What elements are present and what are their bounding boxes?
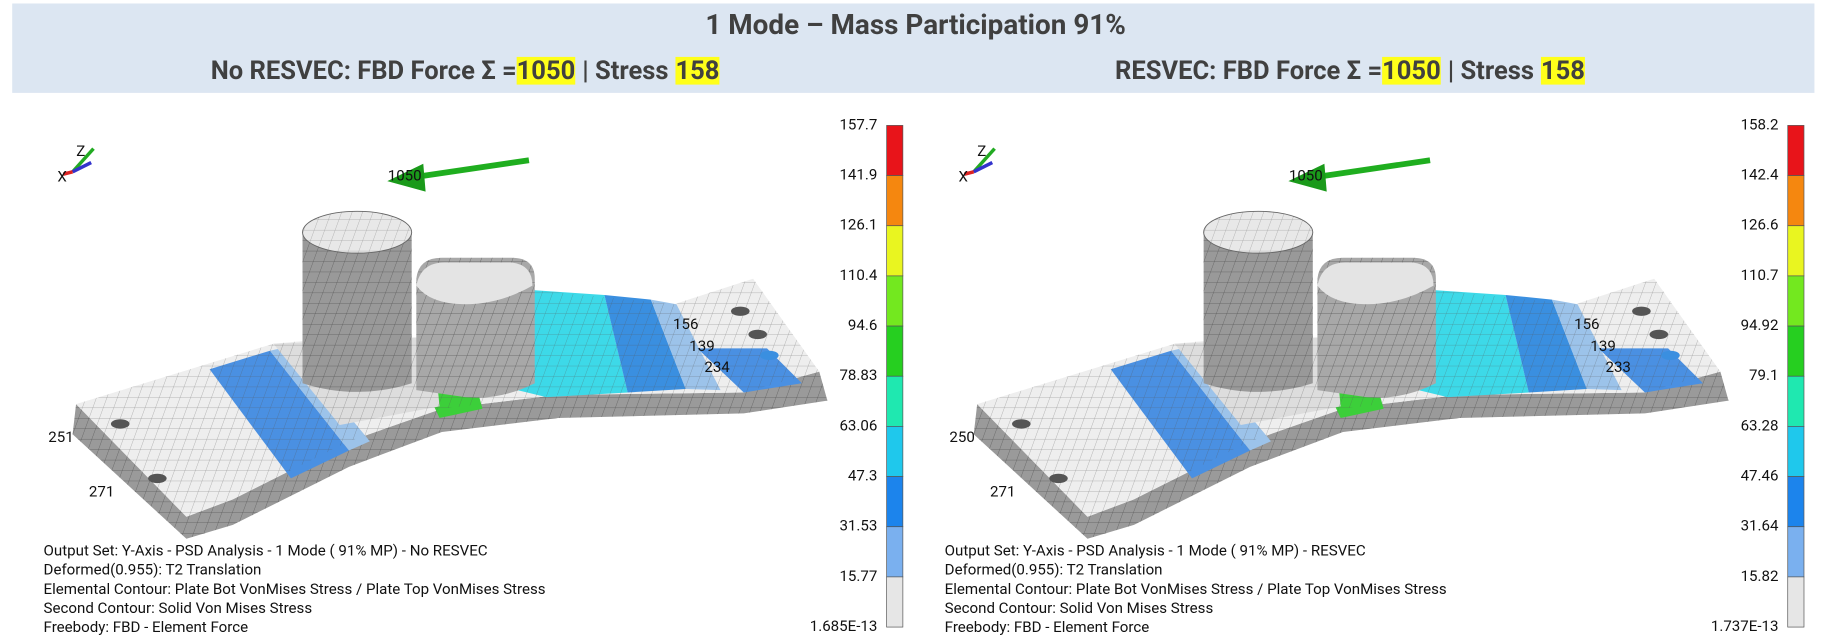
node-label: 233 [1605, 358, 1630, 376]
colorbar-segment [1788, 477, 1804, 527]
info-line: Second Contour: Solid Von Mises Stress [945, 599, 1214, 617]
node-label: 234 [704, 358, 730, 376]
colorbar-segment [887, 176, 903, 226]
colorbar-segment [887, 577, 903, 627]
colorbar-segment [887, 125, 903, 175]
legend-label: 15.82 [1741, 567, 1779, 585]
slide: 1 Mode – Mass Participation 91% No RESVE… [0, 0, 1822, 641]
legend-label: 63.06 [839, 416, 877, 434]
legend-label: 31.53 [839, 517, 877, 535]
node-label: 156 [673, 315, 698, 333]
info-line: Elemental Contour: Plate Bot VonMises St… [945, 580, 1447, 598]
legend-label: 94.92 [1741, 316, 1779, 334]
legend-label: 47.3 [848, 467, 877, 485]
node-label: 139 [689, 337, 714, 355]
legend-label: 31.64 [1741, 517, 1779, 535]
legend-label: 63.28 [1741, 416, 1779, 434]
node-label: 271 [990, 482, 1015, 500]
legend-label: 110.7 [1741, 266, 1779, 284]
legend-label: 126.1 [839, 216, 877, 234]
info-line: Freebody: FBD - Element Force [44, 618, 249, 636]
colorbar-segment [1788, 426, 1804, 476]
subtitle-separator: | Stress [1448, 56, 1534, 86]
node-label: 156 [1574, 315, 1599, 333]
colorbar-segment [1788, 577, 1804, 627]
subtitle-force: 1050 [517, 56, 576, 86]
colorbar-segment [1788, 226, 1804, 276]
colorbar-segment [887, 477, 903, 527]
triad-z: Z [977, 142, 986, 160]
legend-label: 126.6 [1741, 216, 1779, 234]
colorbar-segment [1788, 527, 1804, 577]
triad-x: X [959, 168, 969, 186]
subtitle-stress: 158 [675, 56, 719, 86]
legend-label: 47.46 [1741, 467, 1779, 485]
subtitle-stress: 158 [1541, 56, 1585, 86]
legend-label: 110.4 [839, 266, 877, 284]
info-line: Deformed(0.955): T2 Translation [44, 561, 262, 579]
legend-label: 94.6 [848, 316, 877, 334]
legend-label: 1.737E-13 [1711, 617, 1779, 635]
colorbar-segment [887, 376, 903, 426]
legend-label: 142.4 [1741, 166, 1779, 184]
colorbar-segment [1788, 176, 1804, 226]
triad-z: Z [76, 142, 85, 160]
force-label: 1050 [1289, 166, 1323, 184]
node-label: 250 [949, 428, 974, 446]
info-line: Deformed(0.955): T2 Translation [945, 561, 1163, 579]
colorbar-segment [1788, 326, 1804, 376]
legend-label: 141.9 [839, 166, 877, 184]
page: 1 Mode – Mass Participation 91% No RESVE… [0, 0, 1822, 641]
force-label: 1050 [388, 166, 422, 184]
info-line: Elemental Contour: Plate Bot VonMises St… [44, 580, 546, 598]
colorbar-segment [887, 276, 903, 326]
colorbar-segment [887, 226, 903, 276]
info-line: Freebody: FBD - Element Force [945, 618, 1150, 636]
colorbar-segment [887, 527, 903, 577]
node-label: 271 [89, 482, 114, 500]
colorbar-segment [1788, 125, 1804, 175]
node-label: 251 [48, 428, 73, 446]
legend-label: 78.83 [839, 366, 877, 384]
colorbar-segment [1788, 376, 1804, 426]
colorbar-segment [887, 426, 903, 476]
subtitle-force: 1050 [1382, 56, 1441, 86]
legend-label: 15.77 [839, 567, 877, 585]
triad-x: X [57, 168, 67, 186]
colorbar-segment [887, 326, 903, 376]
subtitle-separator: | Stress [582, 56, 668, 86]
info-line: Second Contour: Solid Von Mises Stress [44, 599, 313, 617]
legend-label: 1.685E-13 [810, 617, 878, 635]
subtitle-prefix: No RESVEC: FBD Force Σ = [211, 56, 517, 86]
info-line: Output Set: Y-Axis - PSD Analysis - 1 Mo… [945, 542, 1366, 560]
colorbar-segment [1788, 276, 1804, 326]
legend-label: 157.7 [839, 115, 877, 133]
title: 1 Mode – Mass Participation 91% [705, 8, 1126, 41]
legend-label: 79.1 [1749, 366, 1778, 384]
info-line: Output Set: Y-Axis - PSD Analysis - 1 Mo… [44, 542, 488, 560]
node-label: 139 [1590, 337, 1615, 355]
subtitle-prefix: RESVEC: FBD Force Σ = [1115, 56, 1382, 86]
legend-label: 158.2 [1741, 115, 1779, 133]
